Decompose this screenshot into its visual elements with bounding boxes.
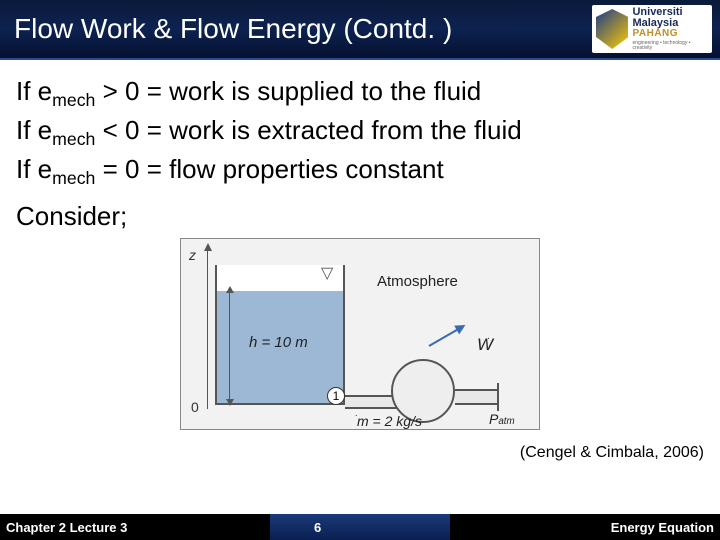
height-label: h = 10 m bbox=[249, 334, 308, 351]
work-arrow-icon bbox=[429, 325, 465, 347]
figure-container: z 0 ▽ h = 10 m Atmosphere 1 .W Patm .m =… bbox=[16, 238, 704, 430]
outlet-cap-icon bbox=[497, 383, 499, 411]
logo-shield-icon bbox=[596, 9, 628, 49]
definition-line-3: If emech = 0 = flow properties constant bbox=[16, 152, 704, 191]
logo-text: Universiti Malaysia PAHANG engineering •… bbox=[632, 7, 708, 51]
definition-line-2: If emech < 0 = work is extracted from th… bbox=[16, 113, 704, 152]
origin-label: 0 bbox=[191, 399, 199, 415]
footer-topic: Energy Equation bbox=[450, 520, 720, 535]
tank-pump-diagram: z 0 ▽ h = 10 m Atmosphere 1 .W Patm .m =… bbox=[180, 238, 540, 430]
slide-title: Flow Work & Flow Energy (Contd. ) bbox=[14, 13, 452, 45]
atmospheric-pressure-label: Patm bbox=[489, 411, 515, 427]
consider-label: Consider; bbox=[16, 201, 704, 232]
logo-tagline: engineering • technology • creativity bbox=[632, 41, 708, 51]
work-label: .W bbox=[477, 335, 493, 355]
atmosphere-label: Atmosphere bbox=[377, 273, 458, 290]
z-axis-icon bbox=[207, 249, 208, 409]
definition-line-1: If emech > 0 = work is supplied to the f… bbox=[16, 74, 704, 113]
slide-content: If emech > 0 = work is supplied to the f… bbox=[0, 60, 720, 438]
footer-chapter: Chapter 2 Lecture 3 bbox=[0, 520, 270, 535]
slide-header: Flow Work & Flow Energy (Contd. ) Univer… bbox=[0, 0, 720, 60]
citation-text: (Cengel & Cimbala, 2006) bbox=[0, 438, 720, 462]
mass-flow-label: .m = 2 kg/s bbox=[357, 413, 422, 429]
slide-footer: Chapter 2 Lecture 3 6 Energy Equation bbox=[0, 514, 720, 540]
z-axis-label: z bbox=[189, 247, 196, 263]
university-logo: Universiti Malaysia PAHANG engineering •… bbox=[592, 5, 712, 53]
outlet-pipe-icon bbox=[455, 389, 499, 405]
footer-page-number: 6 bbox=[270, 514, 450, 540]
pipe-icon bbox=[345, 395, 397, 409]
surface-mark-icon: ▽ bbox=[321, 263, 333, 283]
height-arrow-icon bbox=[229, 291, 230, 401]
logo-line3: PAHANG bbox=[632, 29, 708, 39]
